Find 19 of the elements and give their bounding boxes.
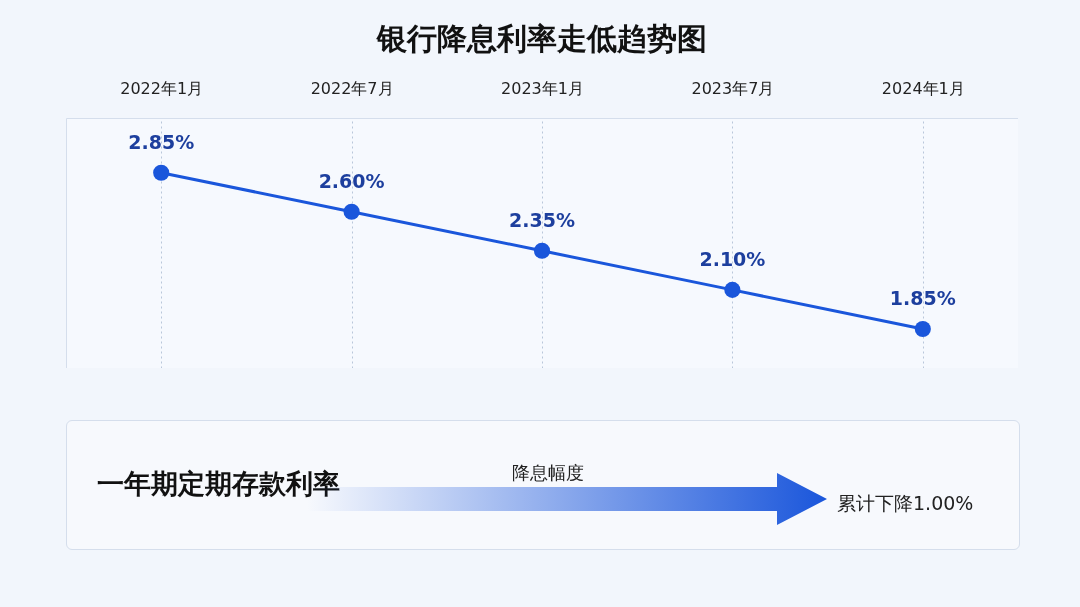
x-tick-label: 2022年7月 [310,78,394,98]
point [533,242,551,259]
data-label: 2.35% [509,208,575,231]
point [343,203,360,220]
data-label: 1.85% [889,286,956,309]
x-tick-label: 2023年1月 [501,78,584,98]
point [724,281,741,298]
x-tick-label: 2024年1月 [881,78,965,98]
x-tick-label: 2022年1月 [120,78,204,98]
chart-title: 银行降息利率走低趋势图 [375,21,707,56]
text: 累计下降1.00% [837,491,974,516]
text: 降息幅度 [512,461,584,485]
x-tick-label: 2023年7月 [691,78,775,98]
text: 一年期定期存款利率 [97,467,340,501]
data-label: 2.60% [318,169,385,192]
point [914,320,931,337]
point [153,164,170,181]
data-label: 2.10% [699,247,766,270]
data-label: 2.85% [128,130,195,153]
